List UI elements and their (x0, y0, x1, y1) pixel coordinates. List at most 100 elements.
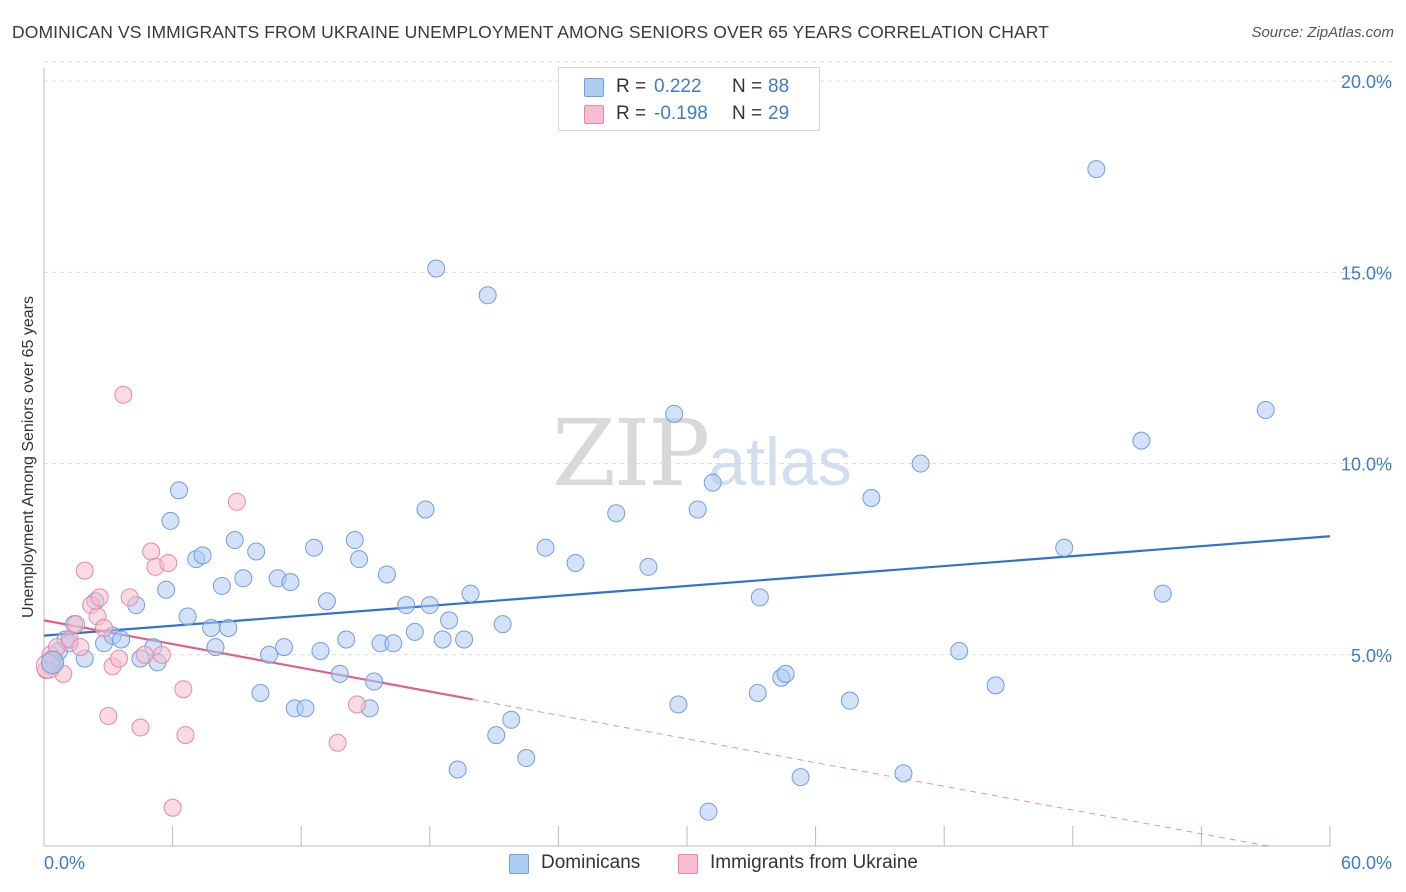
point-dominicans (178, 607, 197, 626)
point-dominicans (433, 630, 452, 649)
point-dominicans (161, 511, 180, 530)
point-dominicans (296, 699, 315, 718)
point-dominicans (260, 645, 279, 664)
point-dominicans (1055, 538, 1074, 557)
point-dominicans (639, 557, 658, 576)
point-ukraine (67, 615, 86, 634)
legend-n-label: N = (732, 103, 763, 124)
point-dominicans (776, 664, 795, 683)
point-ukraine (176, 726, 195, 745)
point-dominicans (377, 565, 396, 584)
point-dominicans (478, 286, 497, 305)
point-ukraine (163, 798, 182, 817)
point-dominicans (487, 726, 506, 745)
point-ukraine (142, 542, 161, 561)
point-dominicans (703, 473, 722, 492)
point-dominicans (502, 710, 521, 729)
point-dominicans (397, 596, 416, 615)
point-dominicans (350, 550, 369, 569)
y-tick-label-10: 10.0% (1341, 455, 1392, 475)
point-ukraine (347, 695, 366, 714)
point-dominicans (894, 764, 913, 783)
point-ukraine (120, 588, 139, 607)
point-ukraine (328, 733, 347, 752)
bottom-swatch-ukraine (678, 854, 698, 874)
axis-labels: Unemployment Among Seniors over 65 years… (20, 72, 1392, 873)
point-dominicans (234, 569, 253, 588)
point-ukraine (75, 561, 94, 580)
point-dominicans (330, 664, 349, 683)
point-dominicans (669, 695, 688, 714)
legend-r-value: 0.222 (654, 76, 702, 97)
point-dominicans (247, 542, 266, 561)
point-dominicans (420, 596, 439, 615)
point-dominicans (699, 802, 718, 821)
point-dominicans (416, 500, 435, 519)
point-dominicans (337, 630, 356, 649)
legend-swatch-dominicans (584, 78, 604, 97)
point-dominicans (365, 672, 384, 691)
point-dominicans (275, 638, 294, 657)
y-tick-label-5: 5.0% (1351, 646, 1392, 666)
point-dominicans (536, 538, 555, 557)
point-dominicans (840, 691, 859, 710)
point-dominicans (206, 638, 225, 657)
point-dominicans (607, 504, 626, 523)
data-points (35, 160, 1275, 821)
point-dominicans (448, 760, 467, 779)
point-dominicans (911, 454, 930, 473)
axes (43, 68, 1331, 847)
point-dominicans (405, 622, 424, 641)
point-dominicans (317, 592, 336, 611)
point-dominicans (986, 676, 1005, 695)
point-ukraine (71, 638, 90, 657)
bottom-legend-dominicans-label: Dominicans (541, 852, 641, 873)
point-ukraine (95, 619, 114, 638)
point-dominicans (665, 404, 684, 423)
point-dominicans (251, 684, 270, 703)
point-dominicans (440, 611, 459, 630)
point-dominicans (427, 259, 446, 278)
point-dominicans (193, 546, 212, 565)
point-dominicans (862, 488, 881, 507)
point-dominicans (112, 630, 131, 649)
bottom-swatch-dominicans (509, 854, 529, 874)
point-dominicans (212, 576, 231, 595)
point-dominicans (170, 481, 189, 500)
point-dominicans (750, 588, 769, 607)
point-dominicans (493, 615, 512, 634)
source-credit: Source: ZipAtlas.com (1251, 24, 1394, 41)
legend-r-label: R = (616, 76, 647, 97)
point-dominicans (1087, 160, 1106, 179)
point-dominicans (688, 500, 707, 519)
legend-n-value: 29 (768, 103, 790, 124)
point-dominicans (748, 684, 767, 703)
point-ukraine (99, 706, 118, 725)
legend-swatch-ukraine (584, 105, 604, 124)
chart-title: DOMINICAN VS IMMIGRANTS FROM UKRAINE UNE… (12, 22, 1049, 42)
correlation-legend: R = 0.222 N = 88 R = -0.198 N = 29 (558, 67, 820, 131)
legend-n-value: 88 (768, 76, 790, 97)
point-dominicans (461, 584, 480, 603)
point-ukraine (135, 645, 154, 664)
point-dominicans (41, 650, 65, 674)
legend-r-value: -0.198 (654, 103, 708, 124)
gridlines (44, 61, 1392, 656)
point-dominicans (1256, 401, 1275, 420)
y-tick-label-20: 20.0% (1341, 72, 1392, 92)
point-dominicans (305, 538, 324, 557)
x-tick-label-min: 0.0% (44, 853, 85, 873)
y-axis-label: Unemployment Among Seniors over 65 years (20, 296, 37, 618)
point-dominicans (281, 573, 300, 592)
point-ukraine (90, 588, 109, 607)
point-ukraine (227, 492, 246, 511)
point-dominicans (455, 630, 474, 649)
point-ukraine (152, 645, 171, 664)
point-ukraine (114, 385, 133, 404)
y-tick-label-15: 15.0% (1341, 263, 1392, 283)
point-dominicans (384, 634, 403, 653)
point-dominicans (1132, 431, 1151, 450)
legend-n-label: N = (732, 76, 763, 97)
point-dominicans (1153, 584, 1172, 603)
